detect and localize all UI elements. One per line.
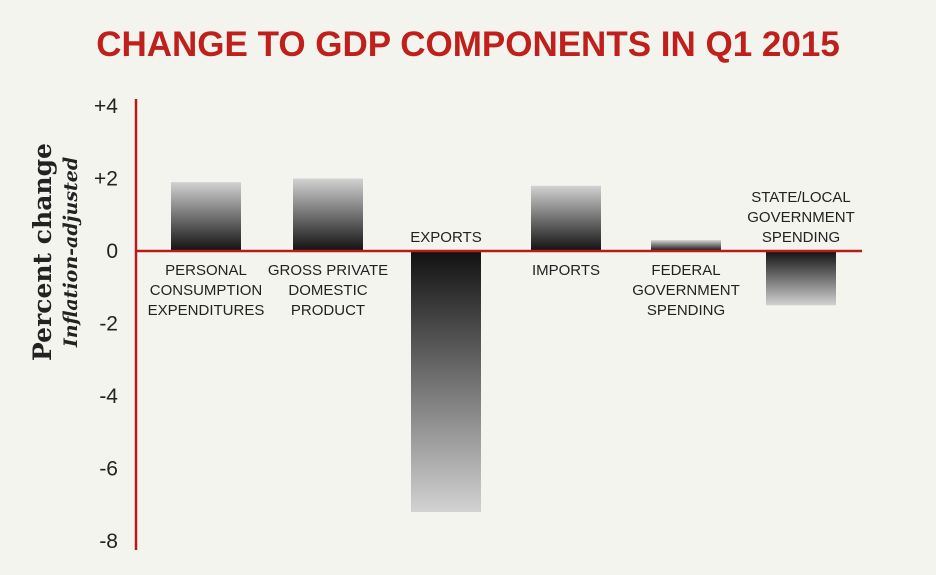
bar-4 (651, 240, 721, 251)
y-tick-label: 0 (106, 240, 118, 263)
category-label: FEDERAL GOVERNMENT SPENDING (632, 262, 740, 319)
bar-3 (531, 185, 601, 251)
bar-1 (293, 178, 363, 251)
bar-0 (171, 182, 241, 251)
category-label: GROSS PRIVATE DOMESTIC PRODUCT (268, 262, 388, 319)
y-tick-label: +2 (94, 168, 118, 191)
bar-2 (411, 251, 481, 512)
category-label: PERSONAL CONSUMPTION EXPENDITURES (148, 262, 265, 319)
y-tick-label: +4 (94, 95, 118, 118)
y-tick-label: -8 (99, 530, 118, 553)
y-ticks: +4 +2 0 -2 -4 -6 -8 (94, 95, 118, 553)
category-label: EXPORTS (410, 229, 481, 246)
category-label: STATE/LOCAL GOVERNMENT SPENDING (747, 189, 855, 246)
y-tick-label: -6 (99, 458, 118, 481)
category-label: IMPORTS (532, 262, 600, 279)
y-tick-label: -4 (99, 385, 118, 408)
y-axis-label: Percent change (28, 143, 57, 361)
y-tick-label: -2 (99, 313, 118, 336)
chart-title: CHANGE TO GDP COMPONENTS IN Q1 2015 (96, 25, 840, 64)
bars (171, 178, 836, 512)
y-axis-sublabel: Inflation-adjusted (60, 157, 82, 348)
bar-5 (766, 251, 836, 306)
